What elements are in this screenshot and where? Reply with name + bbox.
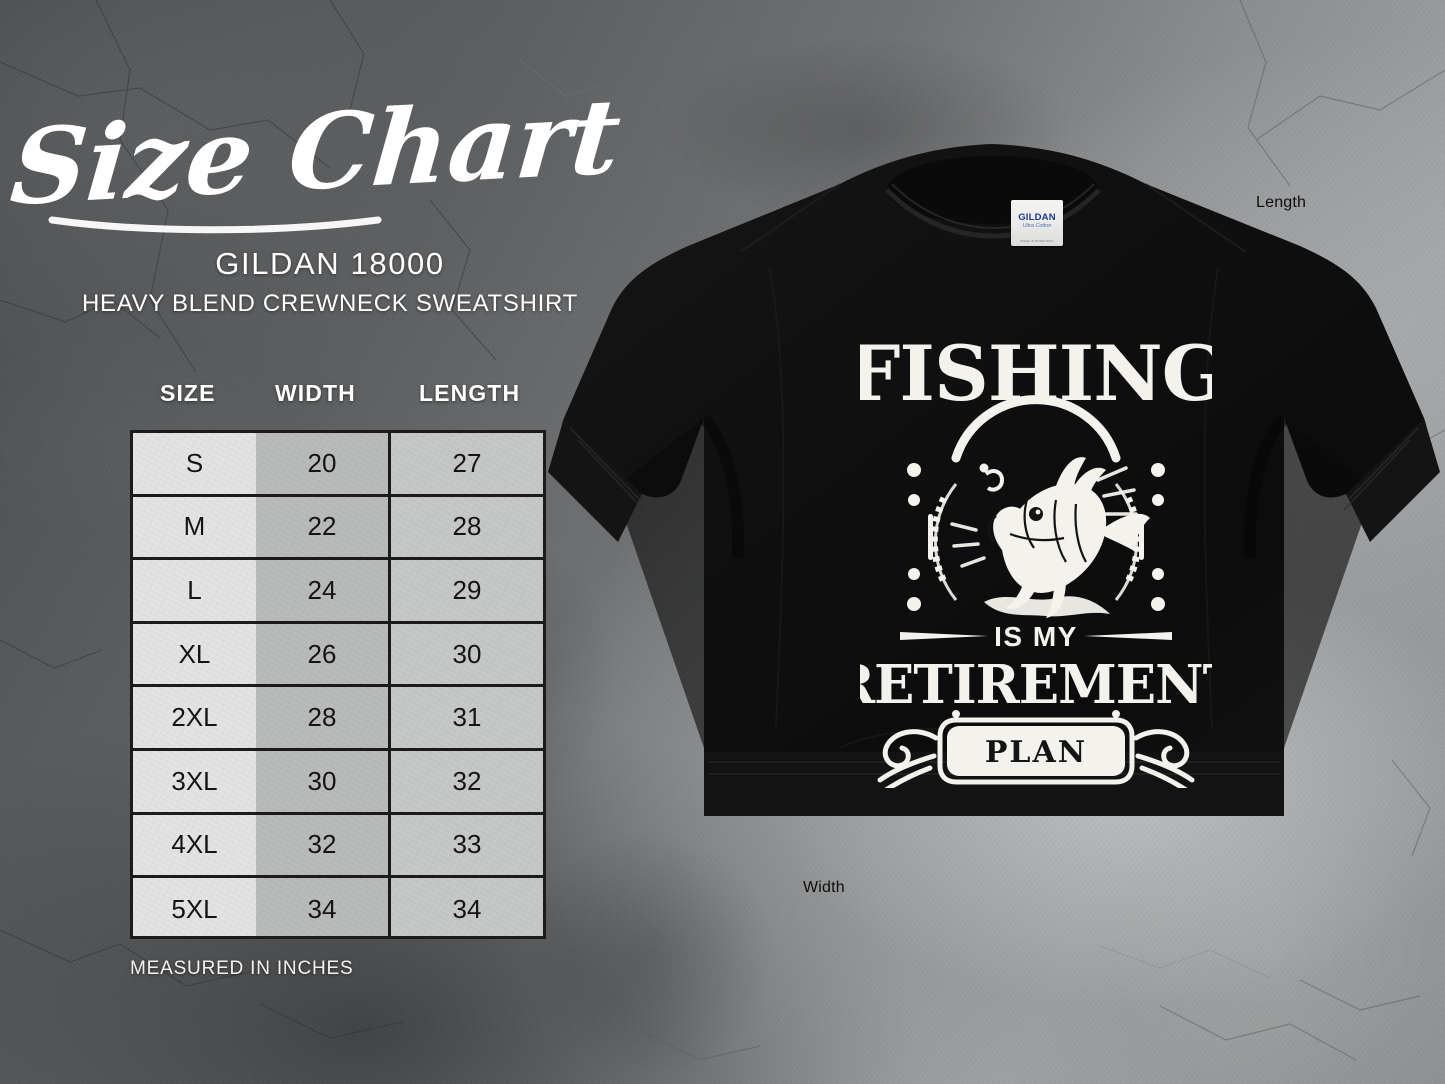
neck-label-line: Ultra Cotton bbox=[1022, 223, 1052, 229]
emblem-top-arc bbox=[951, 395, 1121, 463]
gildan-neck-label: GILDAN Ultra Cotton MADE IN HONDURAS bbox=[1011, 200, 1063, 246]
cell-length: 29 bbox=[391, 560, 543, 621]
cell-width-text: 30 bbox=[307, 765, 337, 796]
cell-size-text: 4XL bbox=[171, 829, 218, 860]
cell-size-text: 3XL bbox=[171, 765, 218, 796]
cell-width-text: 20 bbox=[307, 447, 337, 478]
length-annotation: Length bbox=[1256, 194, 1307, 211]
cell-length-text: 30 bbox=[452, 638, 482, 669]
cell-length: 32 bbox=[391, 750, 543, 812]
bass-fish-icon bbox=[950, 457, 1150, 618]
size-table: S 20 27 M 22 28 L 24 29 XL 26 30 2XL 28 … bbox=[130, 430, 546, 939]
print-line-ismy-group: IS MY bbox=[900, 621, 1172, 652]
column-header-size: SIZE bbox=[160, 380, 216, 406]
neck-label-brand: GILDAN bbox=[1018, 212, 1056, 223]
cell-size: 5XL bbox=[133, 878, 256, 936]
cell-size: 2XL bbox=[133, 687, 256, 748]
cell-size-text: 2XL bbox=[171, 702, 218, 733]
banner-flourish bbox=[877, 729, 1195, 793]
cell-size: 4XL bbox=[133, 814, 256, 876]
cell-width-text: 22 bbox=[307, 511, 337, 542]
cell-size: L bbox=[133, 560, 256, 621]
measurement-note: MEASURED IN INCHES bbox=[130, 958, 354, 979]
cell-length-text: 33 bbox=[452, 829, 482, 860]
collar-rib bbox=[885, 188, 1101, 239]
width-annotation: Width bbox=[803, 879, 845, 896]
cell-size: S bbox=[133, 433, 256, 494]
column-header-width: WIDTH bbox=[275, 380, 356, 406]
cell-length: 27 bbox=[391, 433, 543, 494]
title-underline-flourish bbox=[48, 216, 382, 234]
cell-width: 22 bbox=[256, 496, 391, 558]
table-row: 2XL 28 31 bbox=[133, 687, 543, 751]
cell-length-text: 27 bbox=[452, 447, 482, 478]
cell-width: 24 bbox=[256, 560, 391, 621]
cell-width: 34 bbox=[256, 878, 391, 936]
cell-length: 33 bbox=[391, 814, 543, 876]
plan-banner: PLAN bbox=[877, 710, 1195, 793]
cell-length: 28 bbox=[391, 496, 543, 558]
cell-length: 31 bbox=[391, 687, 543, 748]
cell-size-text: S bbox=[185, 447, 204, 478]
print-line-retirement: RETIREMENT bbox=[860, 654, 1212, 716]
cell-size-text: 5XL bbox=[171, 894, 218, 925]
cell-size-text: M bbox=[183, 511, 206, 542]
cell-length-text: 31 bbox=[452, 702, 482, 733]
table-row: L 24 29 bbox=[133, 560, 543, 624]
cuff-right bbox=[1346, 418, 1440, 542]
cuff-left bbox=[548, 418, 642, 542]
table-row: 3XL 30 32 bbox=[133, 750, 543, 815]
table-row: XL 26 30 bbox=[133, 623, 543, 688]
cell-size: 3XL bbox=[133, 750, 256, 812]
cell-size: M bbox=[133, 496, 256, 558]
cell-size-text: XL bbox=[178, 638, 211, 669]
sweatshirt-photo bbox=[540, 128, 1445, 918]
table-row: 4XL 32 33 bbox=[133, 814, 543, 879]
cell-width: 30 bbox=[256, 750, 391, 812]
sweatshirt-body bbox=[560, 144, 1428, 816]
cell-length: 34 bbox=[391, 878, 543, 936]
product-name: HEAVY BLEND CREWNECK SWEATSHIRT bbox=[81, 290, 578, 317]
cell-size: XL bbox=[133, 623, 256, 685]
cell-width: 26 bbox=[256, 623, 391, 685]
cell-length-text: 29 bbox=[452, 574, 482, 605]
table-row: S 20 27 bbox=[133, 433, 543, 497]
shirt-print-design: FISHING bbox=[831, 318, 1243, 793]
cell-width-text: 34 bbox=[307, 894, 337, 925]
cell-width: 20 bbox=[256, 433, 391, 494]
cell-length-text: 32 bbox=[452, 765, 482, 796]
print-line-plan: PLAN bbox=[985, 735, 1087, 770]
table-header-row: SIZE WIDTH LENGTH bbox=[130, 380, 546, 416]
cell-length: 30 bbox=[391, 623, 543, 685]
cell-width-text: 32 bbox=[307, 829, 337, 860]
cell-length-text: 28 bbox=[452, 511, 482, 542]
cell-width-text: 26 bbox=[307, 638, 337, 669]
cell-width-text: 24 bbox=[307, 574, 337, 605]
table-row: 5XL 34 34 bbox=[133, 878, 543, 936]
column-header-length: LENGTH bbox=[419, 380, 521, 406]
cell-length-text: 34 bbox=[452, 894, 482, 925]
cell-width: 28 bbox=[256, 687, 391, 748]
neck-label-fineprint: MADE IN HONDURAS bbox=[1020, 239, 1054, 243]
print-line-fishing: FISHING bbox=[860, 329, 1212, 418]
print-line-ismy: IS MY bbox=[994, 621, 1078, 652]
table-row: M 22 28 bbox=[133, 496, 543, 561]
cell-size-text: L bbox=[187, 574, 202, 605]
cell-width-text: 28 bbox=[307, 702, 337, 733]
brand-model: GILDAN 18000 bbox=[215, 246, 445, 281]
cell-width: 32 bbox=[256, 814, 391, 876]
